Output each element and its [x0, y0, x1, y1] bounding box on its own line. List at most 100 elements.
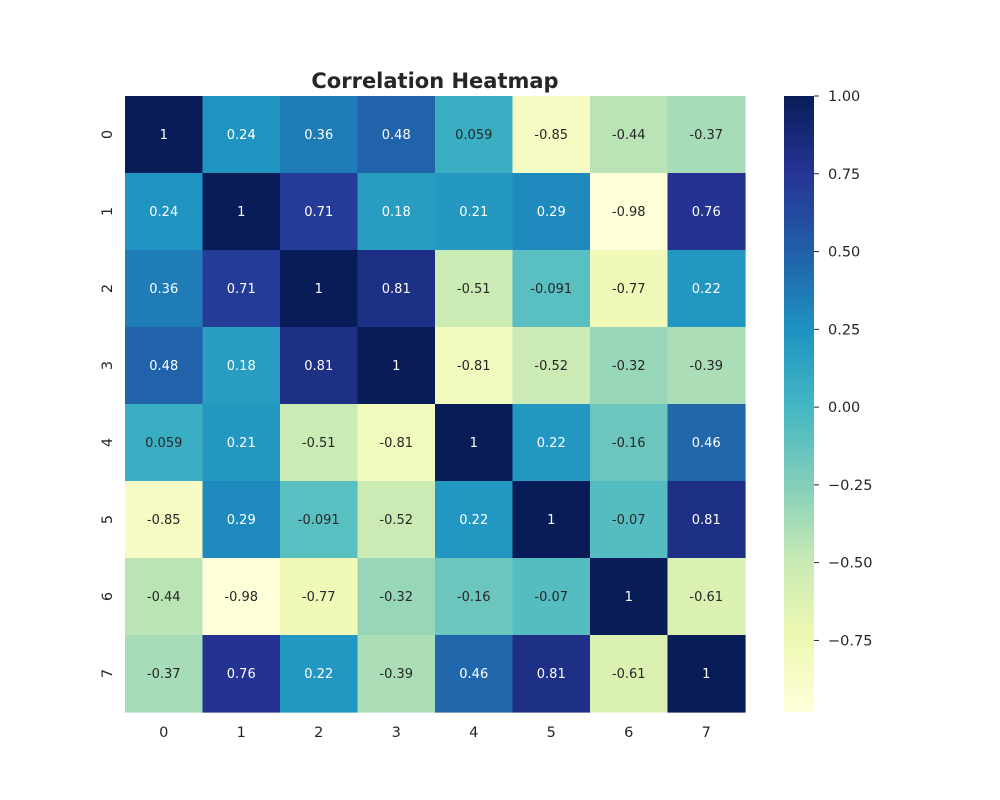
cell-value-label: -0.81 — [457, 359, 491, 374]
heatmap-cell — [357, 96, 436, 174]
cell-value-label: 0.81 — [382, 282, 411, 297]
cell-value-label: -0.16 — [612, 436, 646, 451]
heatmap-cell — [435, 173, 514, 251]
x-tick-label: 3 — [392, 725, 401, 741]
heatmap-cell — [512, 250, 591, 328]
cell-value-label: 0.71 — [304, 205, 333, 220]
cell-value-label: 0.21 — [459, 205, 488, 220]
y-tick-label: 2 — [100, 284, 116, 293]
heatmap-cell — [590, 481, 669, 559]
heatmap-cell — [435, 481, 514, 559]
heatmap-cell — [280, 250, 359, 328]
heatmap-cell — [125, 635, 204, 713]
cell-value-label: 0.21 — [227, 436, 256, 451]
heatmap-cells — [125, 96, 746, 713]
cell-value-label: 0.36 — [304, 128, 333, 143]
colorbar-tick-label: 1.00 — [828, 89, 860, 105]
y-axis-ticks: 0 1 2 3 4 5 6 7 — [100, 130, 116, 678]
colorbar: 1.00 0.75 0.50 0.25 0.00 −0.25 −0.50 −0.75 — [784, 89, 872, 712]
colorbar-tick-label: −0.75 — [828, 633, 872, 649]
heatmap-cell — [590, 404, 669, 482]
cell-value-label: -0.85 — [147, 513, 181, 528]
colorbar-tick-label: 0.00 — [828, 400, 860, 416]
cell-annotations: 1 0.24 0.36 0.48 0.059 -0.85 -0.44 -0.37 0.24 1 0.… — [145, 128, 723, 682]
cell-value-label: 0.46 — [459, 667, 488, 682]
colorbar-gradient — [784, 96, 814, 712]
cell-value-label: 0.48 — [382, 128, 411, 143]
heatmap-cell — [202, 558, 281, 636]
heatmap-cell — [512, 404, 591, 482]
cell-value-label: -0.32 — [612, 359, 646, 374]
heatmap-cell — [357, 635, 436, 713]
heatmap-cell — [125, 173, 204, 251]
heatmap-cell — [357, 327, 436, 405]
cell-value-label: 0.24 — [149, 205, 178, 220]
cell-value-label: -0.98 — [224, 590, 258, 605]
heatmap-cell — [202, 327, 281, 405]
heatmap-cell — [435, 327, 514, 405]
heatmap-cell — [125, 327, 204, 405]
heatmap-cell — [667, 635, 746, 713]
cell-value-label: -0.37 — [147, 667, 181, 682]
cell-value-label: 1 — [702, 667, 710, 682]
y-tick-label: 6 — [100, 592, 116, 601]
heatmap-cell — [435, 250, 514, 328]
heatmap-cell — [280, 404, 359, 482]
cell-value-label: 1 — [547, 513, 555, 528]
heatmap-cell — [667, 250, 746, 328]
cell-value-label: 0.22 — [459, 513, 488, 528]
heatmap-cell — [357, 404, 436, 482]
cell-value-label: 0.48 — [149, 359, 178, 374]
heatmap-cell — [590, 635, 669, 713]
cell-value-label: -0.77 — [302, 590, 336, 605]
heatmap-cell — [125, 96, 204, 174]
cell-value-label: 0.81 — [304, 359, 333, 374]
heatmap-cell — [202, 404, 281, 482]
cell-value-label: -0.52 — [534, 359, 568, 374]
x-tick-label: 1 — [237, 725, 246, 741]
cell-value-label: 0.29 — [537, 205, 566, 220]
cell-value-label: 1 — [160, 128, 168, 143]
chart-title: Correlation Heatmap — [311, 69, 558, 93]
cell-value-label: -0.07 — [612, 513, 646, 528]
heatmap-cell — [512, 327, 591, 405]
cell-value-label: 1 — [392, 359, 400, 374]
heatmap-cell — [512, 635, 591, 713]
cell-value-label: 0.059 — [455, 128, 492, 143]
cell-value-label: 0.18 — [227, 359, 256, 374]
heatmap-cell — [667, 96, 746, 174]
heatmap-cell — [590, 327, 669, 405]
cell-value-label: 0.71 — [227, 282, 256, 297]
y-tick-label: 0 — [100, 130, 116, 139]
cell-value-label: -0.32 — [379, 590, 413, 605]
y-tick-label: 1 — [100, 207, 116, 216]
heatmap-cell — [667, 173, 746, 251]
heatmap-cell — [512, 558, 591, 636]
cell-value-label: -0.77 — [612, 282, 646, 297]
heatmap-cell — [202, 481, 281, 559]
colorbar-tick-label: −0.25 — [828, 478, 872, 494]
heatmap-cell — [512, 481, 591, 559]
heatmap-cell — [125, 558, 204, 636]
heatmap-cell — [667, 481, 746, 559]
x-tick-label: 5 — [547, 725, 556, 741]
x-tick-label: 0 — [159, 725, 168, 741]
x-tick-label: 6 — [624, 725, 633, 741]
y-tick-label: 4 — [100, 438, 116, 447]
heatmap-cell — [357, 173, 436, 251]
heatmap-cell — [357, 558, 436, 636]
heatmap-cell — [590, 250, 669, 328]
cell-value-label: -0.39 — [379, 667, 413, 682]
cell-value-label: 0.059 — [145, 436, 182, 451]
cell-value-label: -0.98 — [612, 205, 646, 220]
x-tick-label: 2 — [314, 725, 323, 741]
cell-value-label: -0.44 — [147, 590, 181, 605]
heatmap-cell — [202, 635, 281, 713]
colorbar-tick-label: −0.50 — [828, 556, 872, 572]
cell-value-label: 0.46 — [692, 436, 721, 451]
cell-value-label: 1 — [237, 205, 245, 220]
x-axis-ticks: 0 1 2 3 4 5 6 7 — [159, 725, 711, 741]
cell-value-label: 0.36 — [149, 282, 178, 297]
